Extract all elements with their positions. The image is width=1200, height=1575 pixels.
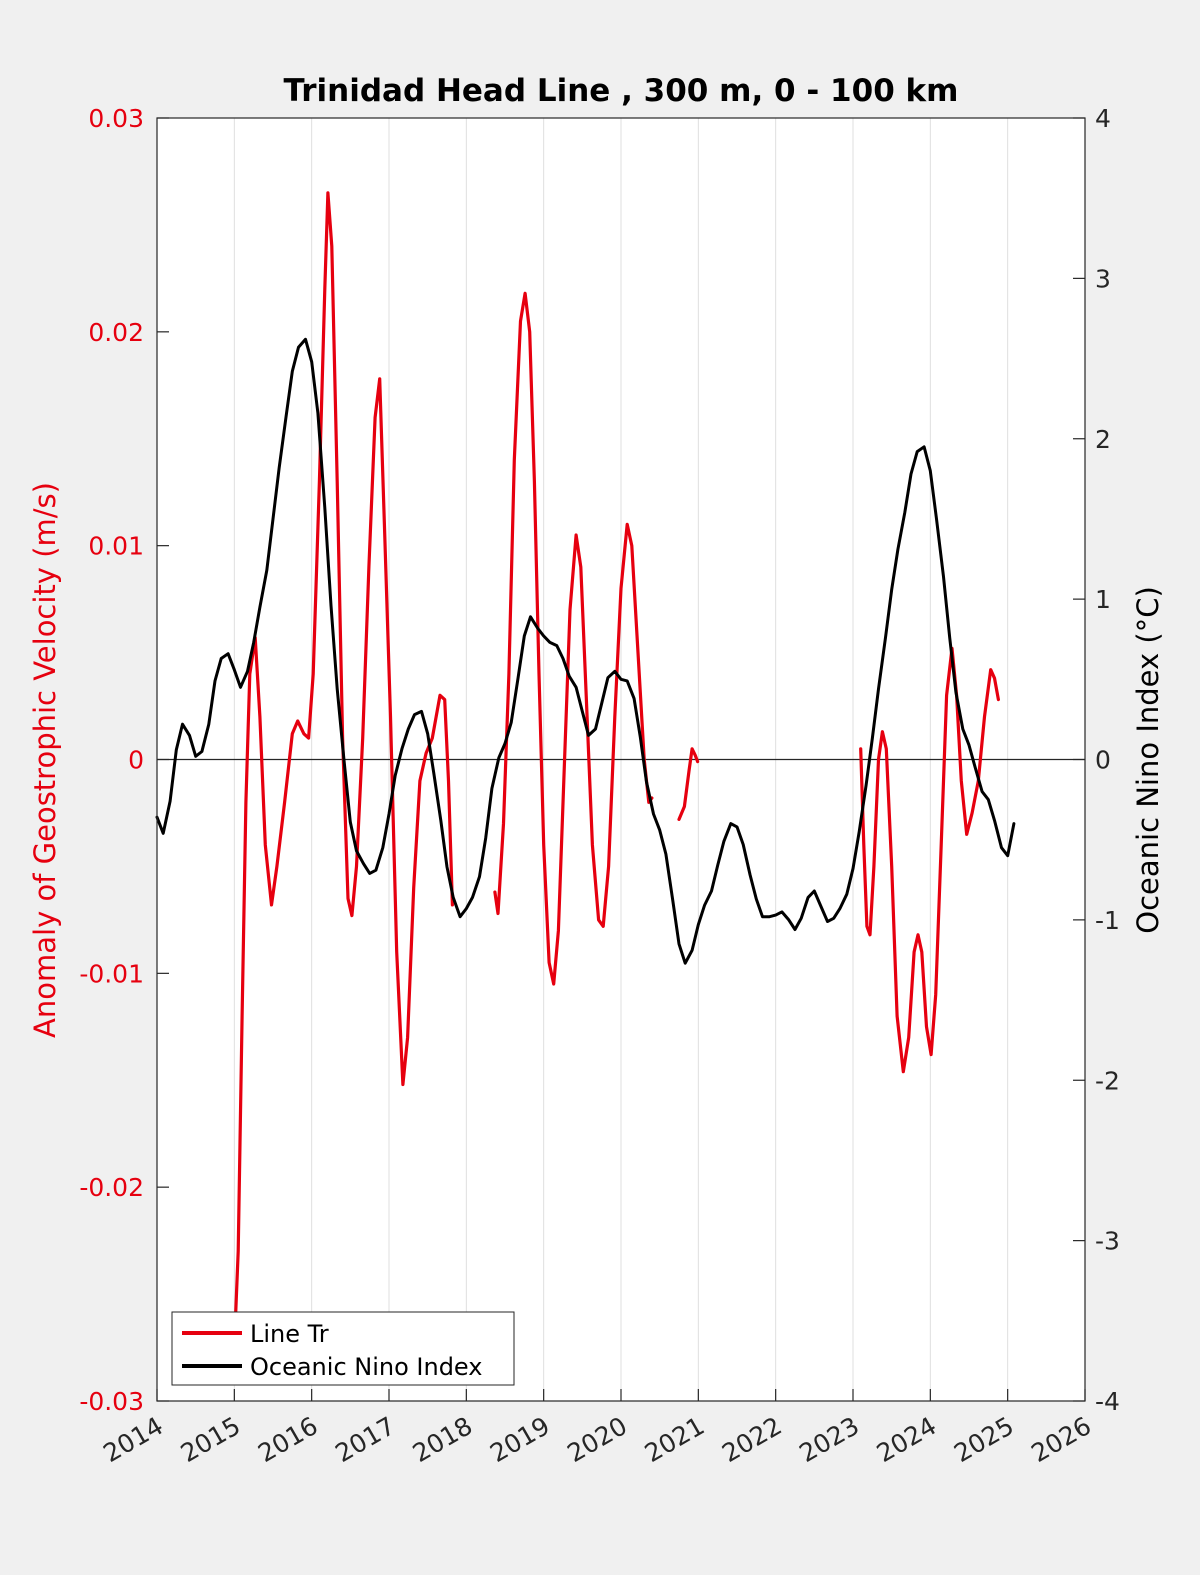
y-right-tick-label: 0 [1095, 746, 1111, 775]
series-line-tr-segment-1 [493, 291, 654, 986]
legend: Line Tr Oceanic Nino Index [171, 1311, 515, 1386]
legend-label-oni: Oceanic Nino Index [250, 1353, 482, 1381]
y-axis-right: -4 -3 -2 -1 0 1 2 3 4 [1073, 104, 1120, 1416]
y-left-tick-label: -0.03 [79, 1387, 144, 1416]
y-axis-left-title: Anomaly of Geostrophic Velocity (m/s) [28, 482, 62, 1038]
y-axis-right-title: Oceanic Nino Index (°C) [1131, 586, 1165, 934]
y-left-tick-label: 0.02 [88, 318, 144, 347]
y-right-tick-label: -4 [1095, 1387, 1120, 1416]
chart-title: Trinidad Head Line , 300 m, 0 - 100 km [284, 73, 959, 109]
y-right-tick-label: -1 [1095, 906, 1120, 935]
legend-label-line-tr: Line Tr [250, 1320, 329, 1348]
series-layer [155, 191, 1016, 1350]
y-left-tick-label: 0.03 [88, 104, 144, 133]
y-left-tick-label: -0.02 [79, 1173, 144, 1202]
y-right-tick-label: -2 [1095, 1066, 1120, 1095]
y-axis-left: -0.03 -0.02 -0.01 0 0.01 0.02 0.03 [79, 104, 169, 1416]
y-right-tick-label: -3 [1095, 1227, 1120, 1256]
series-line-tr-segment-0 [232, 191, 454, 1350]
series-line-tr-segment-3 [859, 646, 1001, 1074]
y-left-tick-label: 0 [128, 746, 144, 775]
series-line-tr-segment-2 [677, 747, 700, 822]
y-right-tick-label: 3 [1095, 264, 1111, 293]
y-left-tick-label: -0.01 [79, 959, 144, 988]
y-right-tick-label: 2 [1095, 425, 1111, 454]
y-left-tick-label: 0.01 [88, 532, 144, 561]
legend-box [171, 1311, 515, 1386]
y-right-tick-label: 4 [1095, 104, 1111, 133]
y-right-tick-label: 1 [1095, 585, 1111, 614]
series-oni-segment-0 [155, 337, 1016, 965]
